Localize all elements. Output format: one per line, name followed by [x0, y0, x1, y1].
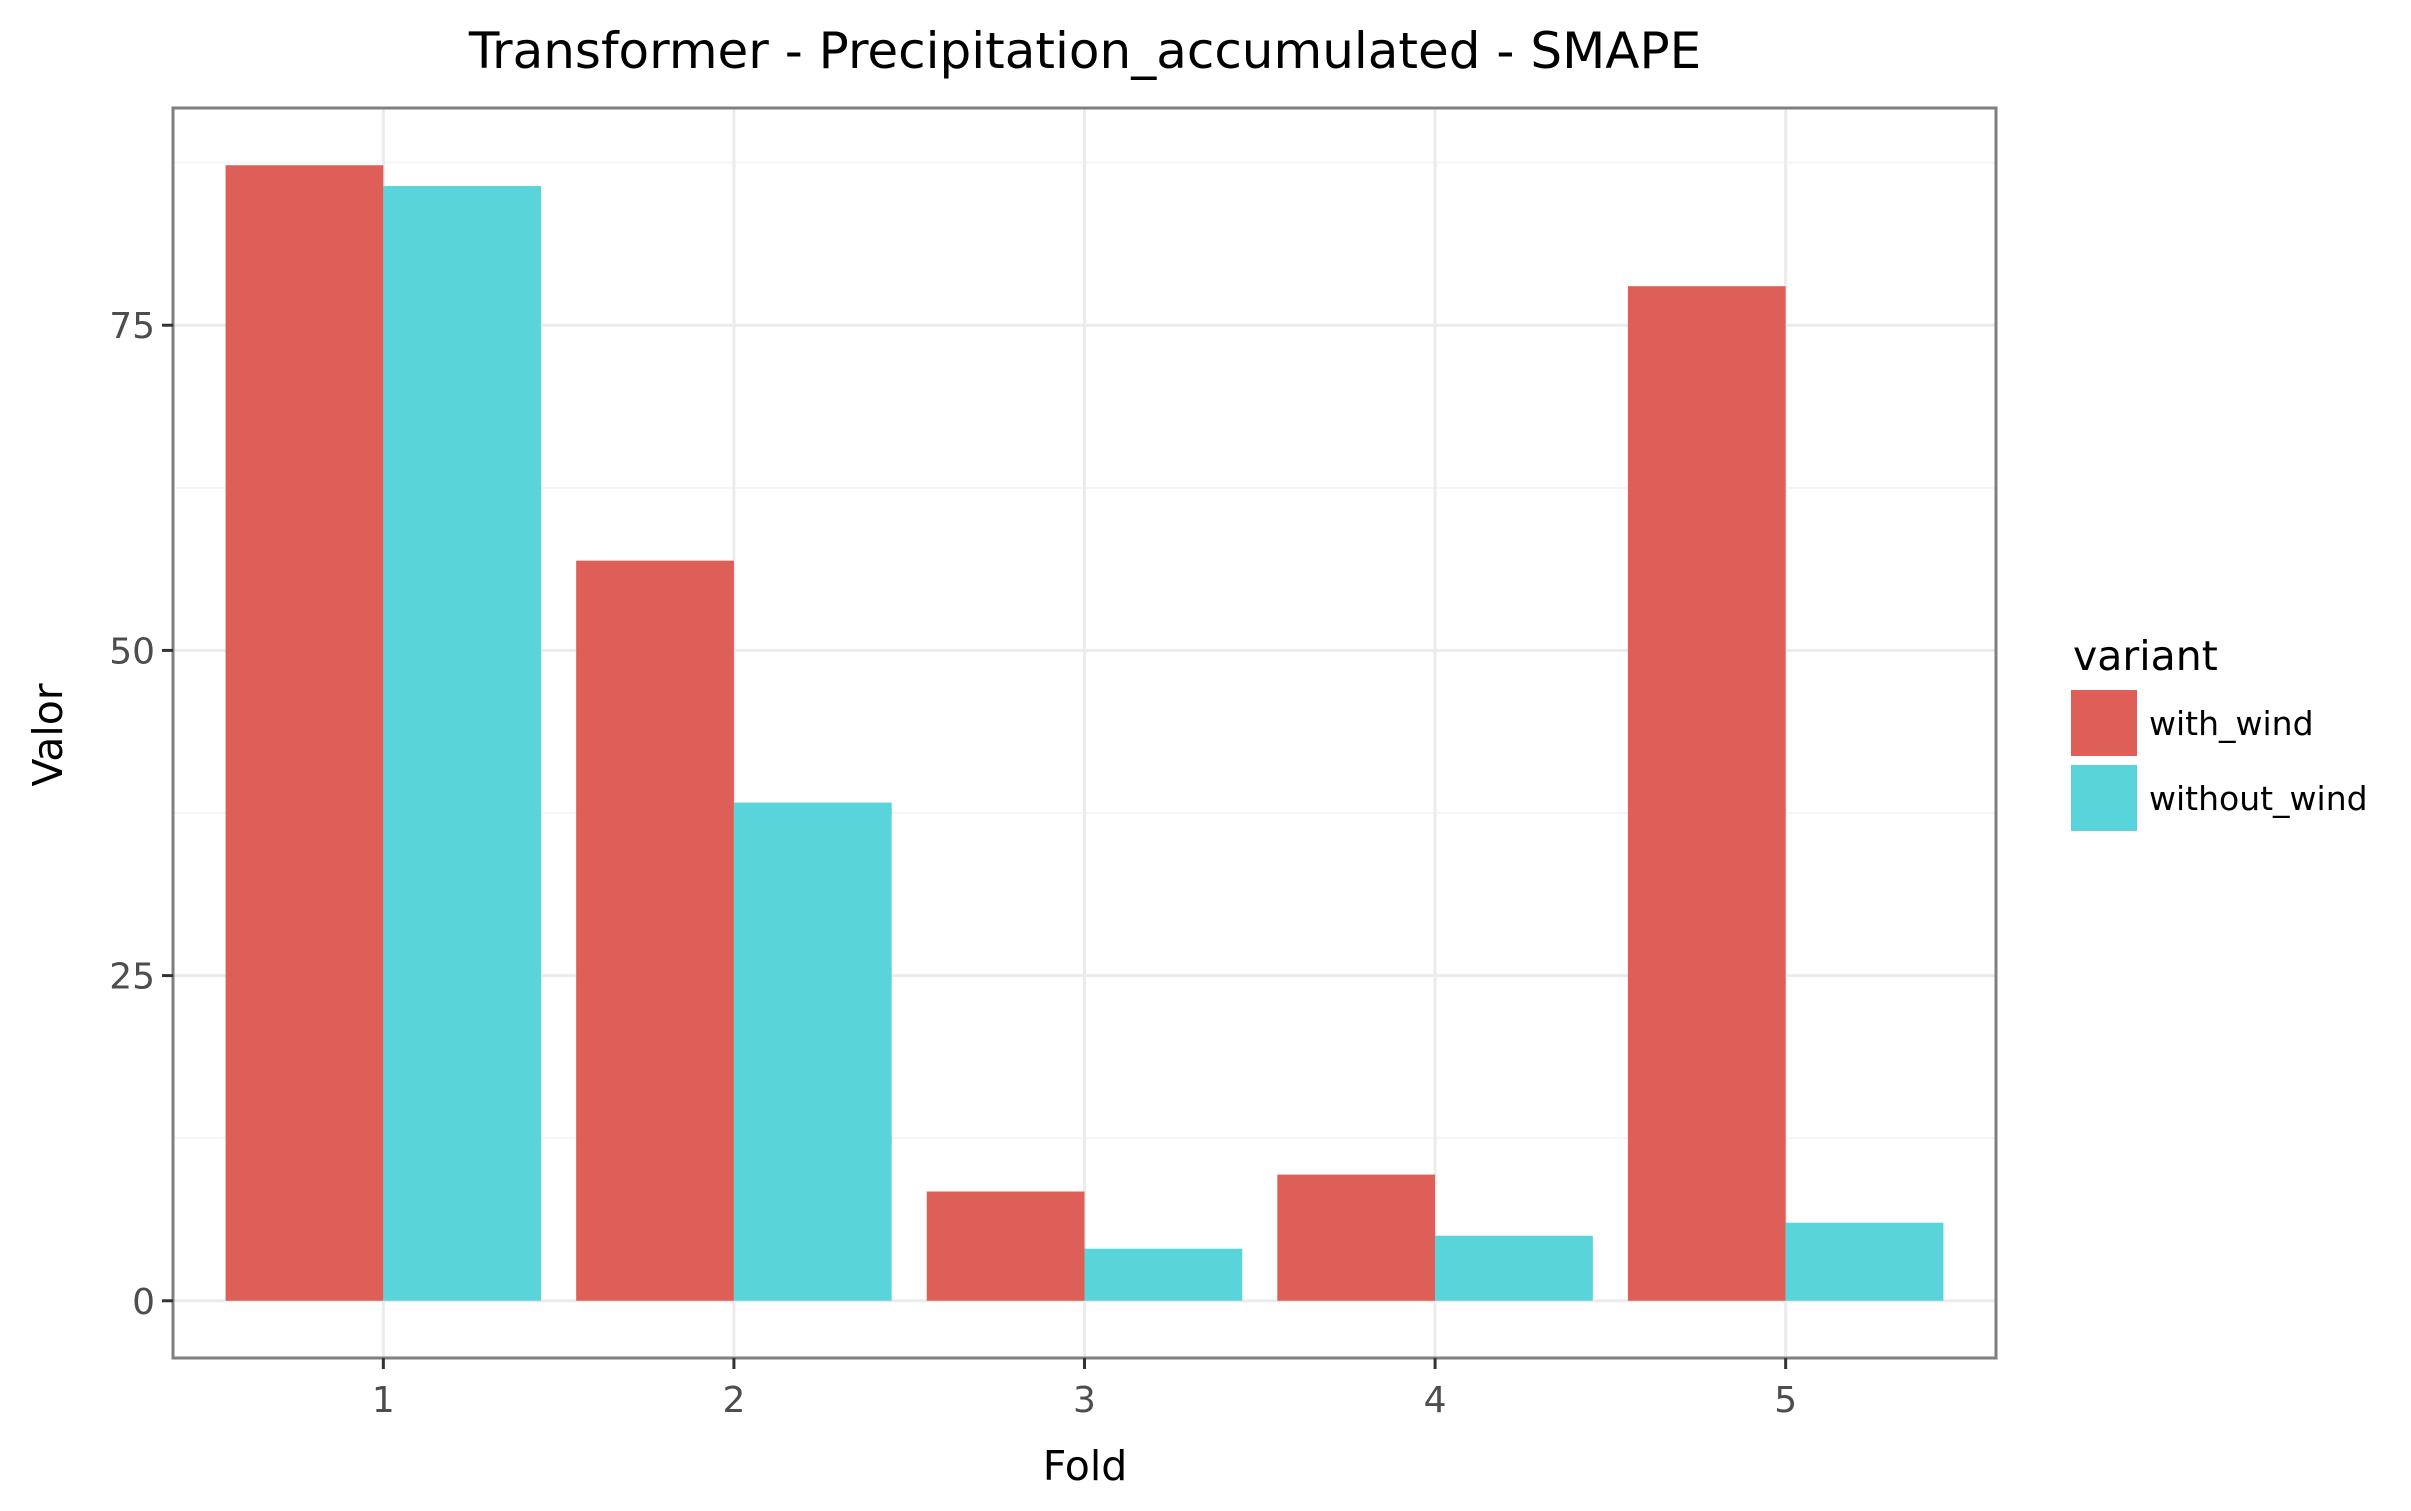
bar-with_wind-fold-3	[926, 1191, 1085, 1301]
y-tick-label: 0	[132, 1282, 155, 1323]
x-tick-label: 4	[1424, 1380, 1447, 1421]
legend: variant with_wind without_wind	[2071, 632, 2368, 831]
bar-with_wind-fold-1	[225, 165, 384, 1301]
x-tick-label: 1	[372, 1380, 395, 1421]
axis-ticks: 0 25 50 75 1 2 3 4 5	[109, 306, 1797, 1421]
legend-label-with_wind: with_wind	[2149, 704, 2314, 743]
x-tick-label: 3	[1073, 1380, 1096, 1421]
legend-key-with_wind	[2071, 690, 2137, 756]
bar-without_wind-fold-2	[733, 802, 892, 1301]
x-tick-label: 2	[722, 1380, 745, 1421]
y-tick-label: 75	[109, 306, 155, 347]
legend-key-without_wind	[2071, 765, 2137, 831]
x-axis-title: Fold	[1043, 1442, 1128, 1490]
legend-label-without_wind: without_wind	[2149, 779, 2368, 818]
y-tick-label: 25	[109, 957, 155, 998]
x-tick-label: 5	[1774, 1380, 1797, 1421]
y-tick-label: 50	[109, 631, 155, 672]
bar-without_wind-fold-4	[1435, 1235, 1593, 1301]
y-axis-title: Valor	[24, 683, 72, 786]
bar-without_wind-fold-3	[1084, 1248, 1243, 1301]
bar-with_wind-fold-2	[576, 560, 734, 1301]
bar-without_wind-fold-5	[1785, 1222, 1944, 1301]
bar-without_wind-fold-1	[383, 186, 542, 1301]
bar-with_wind-fold-4	[1277, 1174, 1436, 1301]
legend-title: variant	[2073, 632, 2218, 680]
bars	[225, 165, 1944, 1301]
chart-title: Transformer - Precipitation_accumulated …	[468, 22, 1701, 80]
bar-with_wind-fold-5	[1627, 286, 1786, 1301]
